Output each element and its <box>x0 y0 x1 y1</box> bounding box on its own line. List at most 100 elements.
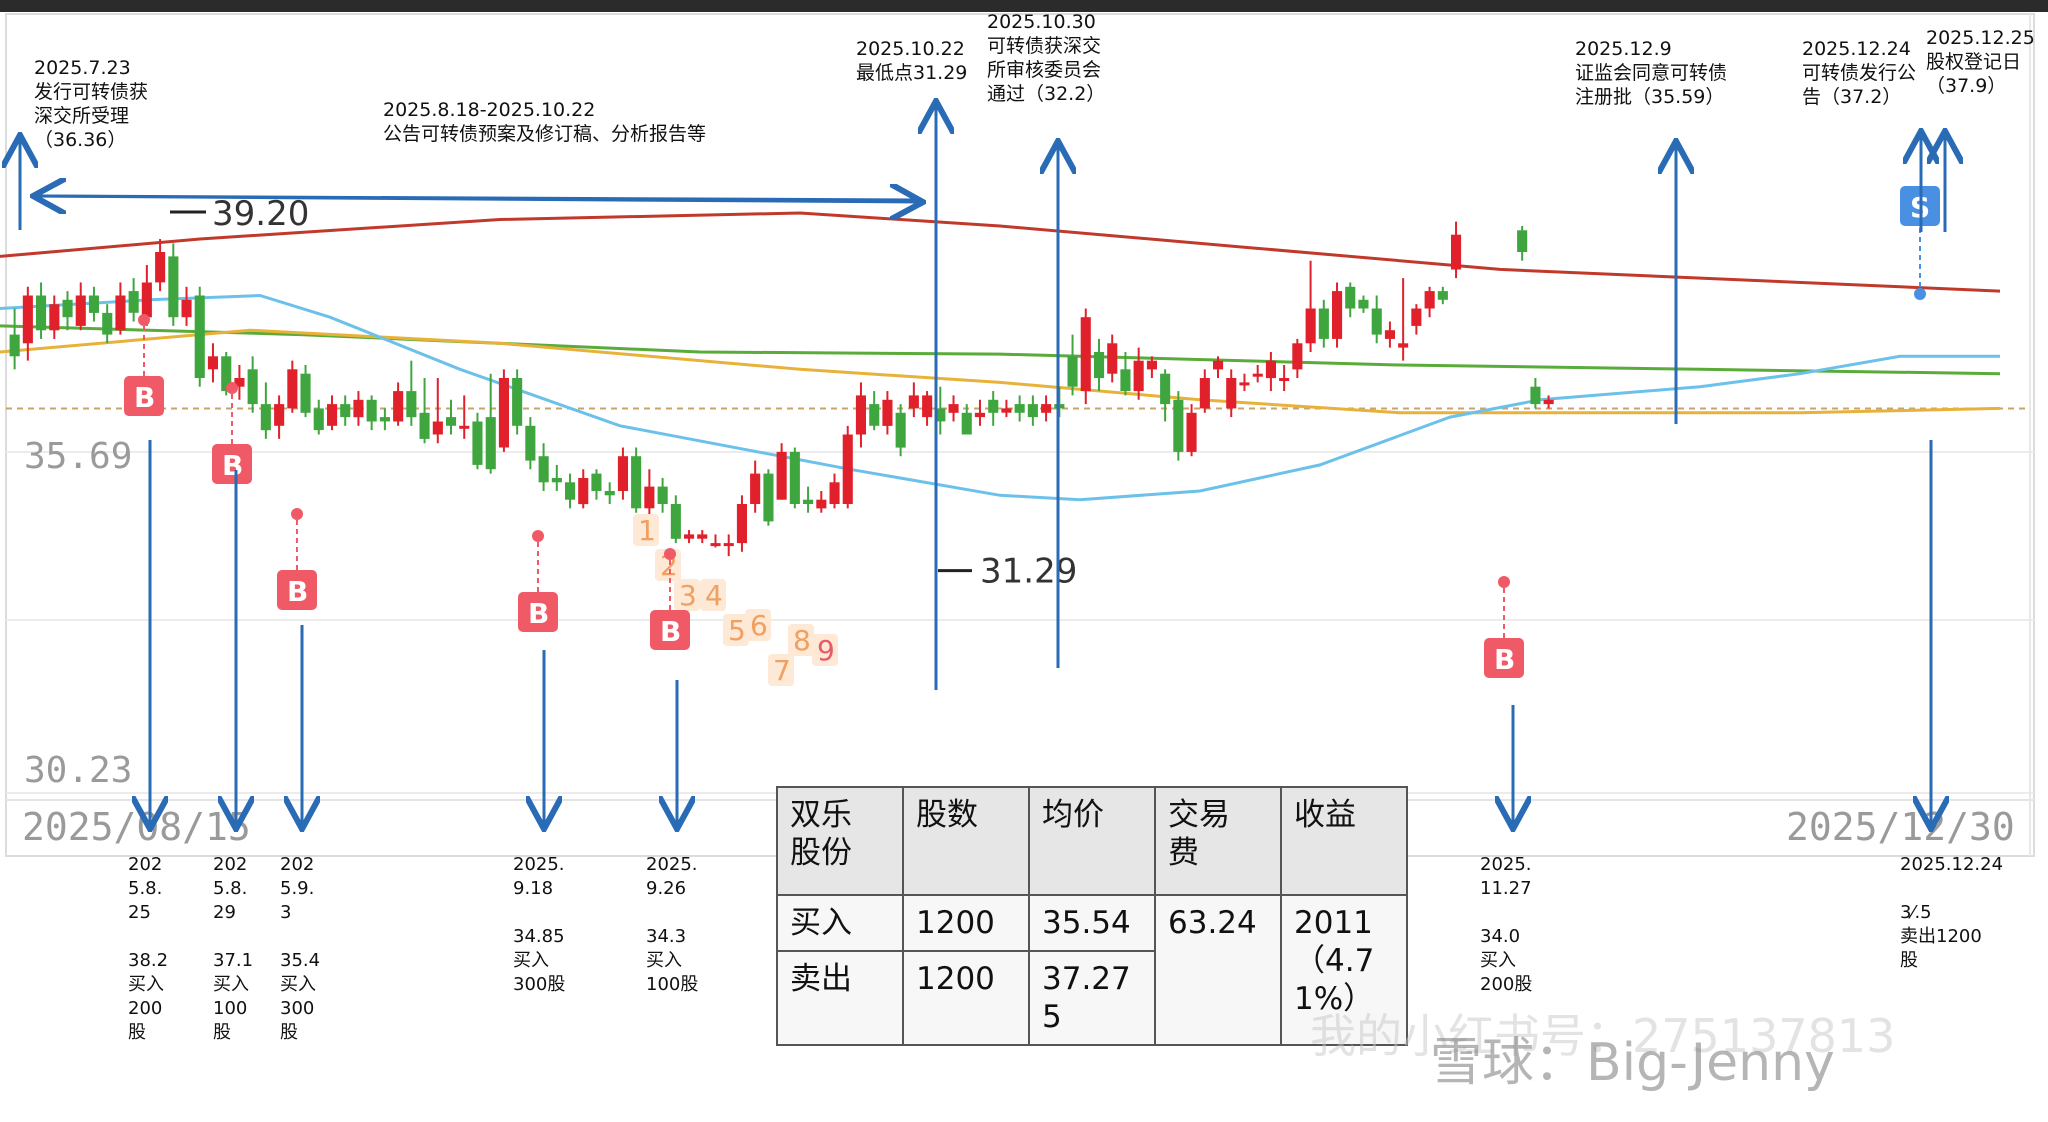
candle-body <box>697 534 708 539</box>
candle-body <box>855 395 866 435</box>
cell-profit: 2011 （4.7 1%） <box>1280 894 1408 1046</box>
buy-marker-label: B <box>222 449 243 482</box>
candle-body <box>9 334 20 357</box>
candle-body <box>168 256 179 318</box>
sequence-bg <box>745 609 771 641</box>
candle-body <box>1345 286 1356 309</box>
candle-body <box>1107 343 1118 374</box>
candle-body <box>1080 317 1091 392</box>
candle-body <box>1226 378 1237 409</box>
candle-body <box>631 456 642 509</box>
buy-marker-label: B <box>1494 643 1515 676</box>
candle-body <box>1358 299 1369 309</box>
buy-dot <box>1498 576 1510 588</box>
candle-body <box>551 478 562 483</box>
candle-body <box>512 378 523 426</box>
buy-marker <box>518 592 558 632</box>
cell-sell-label: 卖出 <box>776 950 904 1046</box>
candle-body <box>36 295 47 331</box>
candle-body <box>1398 343 1409 348</box>
table-header-row: 双乐 股份 股数 均价 交易 费 收益 <box>776 786 1408 896</box>
candle-body <box>803 499 814 504</box>
candle-body <box>604 491 615 496</box>
candle-body <box>922 395 933 418</box>
candle-body <box>1517 230 1528 252</box>
candle-body <box>22 295 33 344</box>
annotation-4: 2025.12.9 证监会同意可转债 注册批（35.59） <box>1575 38 1728 108</box>
sequence-bg <box>723 614 749 646</box>
candle-body <box>670 504 681 539</box>
candle-body <box>1279 378 1290 381</box>
candle-body <box>234 378 245 387</box>
annotation-5: 2025.12.24 可转债发行公 告（37.2） <box>1802 38 1917 108</box>
buy-dot <box>664 548 676 560</box>
candle-body <box>274 404 285 426</box>
sequence-number: 8 <box>793 624 811 657</box>
candle-body <box>1199 378 1210 409</box>
buy-marker <box>212 444 252 484</box>
table-row-buy: 买入 1200 35.54 63.24 2011 （4.7 1%） <box>776 894 1408 1046</box>
candle-body <box>882 399 893 426</box>
candle-body <box>1067 356 1078 387</box>
trade-table: 双乐 股份 股数 均价 交易 费 收益 买入 1200 35.54 63.24 … <box>776 786 1408 1046</box>
y-label-lower: 30.23 <box>24 750 132 791</box>
buy-note-5: 2025. 11.27 34.0 买入 200股 <box>1480 854 1533 995</box>
candle-body <box>617 456 628 491</box>
sequence-number: 6 <box>750 609 768 642</box>
annotation-0: 2025.7.23 发行可转债获 深交所受理 （36.36） <box>34 57 149 151</box>
header-shares: 股数 <box>902 786 1030 896</box>
candle-body <box>1451 234 1462 270</box>
candle-body <box>1437 291 1448 300</box>
candle-body <box>736 504 747 544</box>
buy-dot <box>226 382 238 394</box>
candle-body <box>750 473 761 504</box>
candle-body <box>485 417 496 470</box>
buy-marker-label: B <box>528 597 549 630</box>
sequence-number: 7 <box>773 654 791 687</box>
sequence-number: 4 <box>705 579 723 612</box>
candle-body <box>657 486 668 504</box>
buy-note-6: 2025.12.24 3⁄.5 卖出1200 股 <box>1900 854 2004 971</box>
buy-marker-label: B <box>660 615 681 648</box>
candle-body <box>1160 373 1171 405</box>
cell-buy-label: 买入 <box>776 894 904 952</box>
buy-marker-label: B <box>287 575 308 608</box>
watermark-xiaohongshu: 我的小红书号：275137813 <box>1310 1009 1896 1063</box>
annotation-3: 2025.10.30 可转债获深交 所审核委员会 通过（32.2） <box>987 11 1106 105</box>
candle-body <box>1424 291 1435 309</box>
sequence-bg <box>633 514 659 546</box>
candle-body <box>141 282 152 318</box>
candle-body <box>974 412 985 418</box>
candle-body <box>102 312 113 335</box>
candle-body <box>340 404 351 418</box>
candle-body <box>88 295 99 313</box>
candle-body <box>446 417 457 426</box>
buy-note-1: 202 5.8. 29 37.1 买入 100 股 <box>213 854 254 1043</box>
sequence-number: 3 <box>679 579 697 612</box>
candle-body <box>75 295 86 326</box>
cell-sell-price: 37.27 5 <box>1028 950 1156 1046</box>
candle-body <box>128 291 139 313</box>
sequence-bg <box>812 634 838 666</box>
candle-body <box>710 543 721 547</box>
candle-body <box>181 299 192 318</box>
candle-body <box>565 482 576 500</box>
candle-body <box>723 543 734 547</box>
candle-body <box>1318 308 1329 339</box>
candle-body <box>842 434 853 504</box>
buy-marker <box>650 610 690 650</box>
candle-body <box>1371 308 1382 335</box>
x-label-end: 2025/12/30 <box>1786 805 2015 849</box>
candle-body <box>1027 404 1038 418</box>
sequence-bg <box>788 624 814 656</box>
cell-fee: 63.24 <box>1154 894 1282 1046</box>
sequence-bg <box>674 579 700 611</box>
candle-body <box>353 399 364 418</box>
candle-body <box>406 391 417 418</box>
candle-body <box>498 378 509 448</box>
candle-body <box>379 417 390 422</box>
candle-body <box>115 295 126 331</box>
table-row-sell: 卖出 1200 37.27 5 <box>776 950 1407 1046</box>
candle-body <box>327 404 338 426</box>
arrow-right-range <box>35 196 920 202</box>
